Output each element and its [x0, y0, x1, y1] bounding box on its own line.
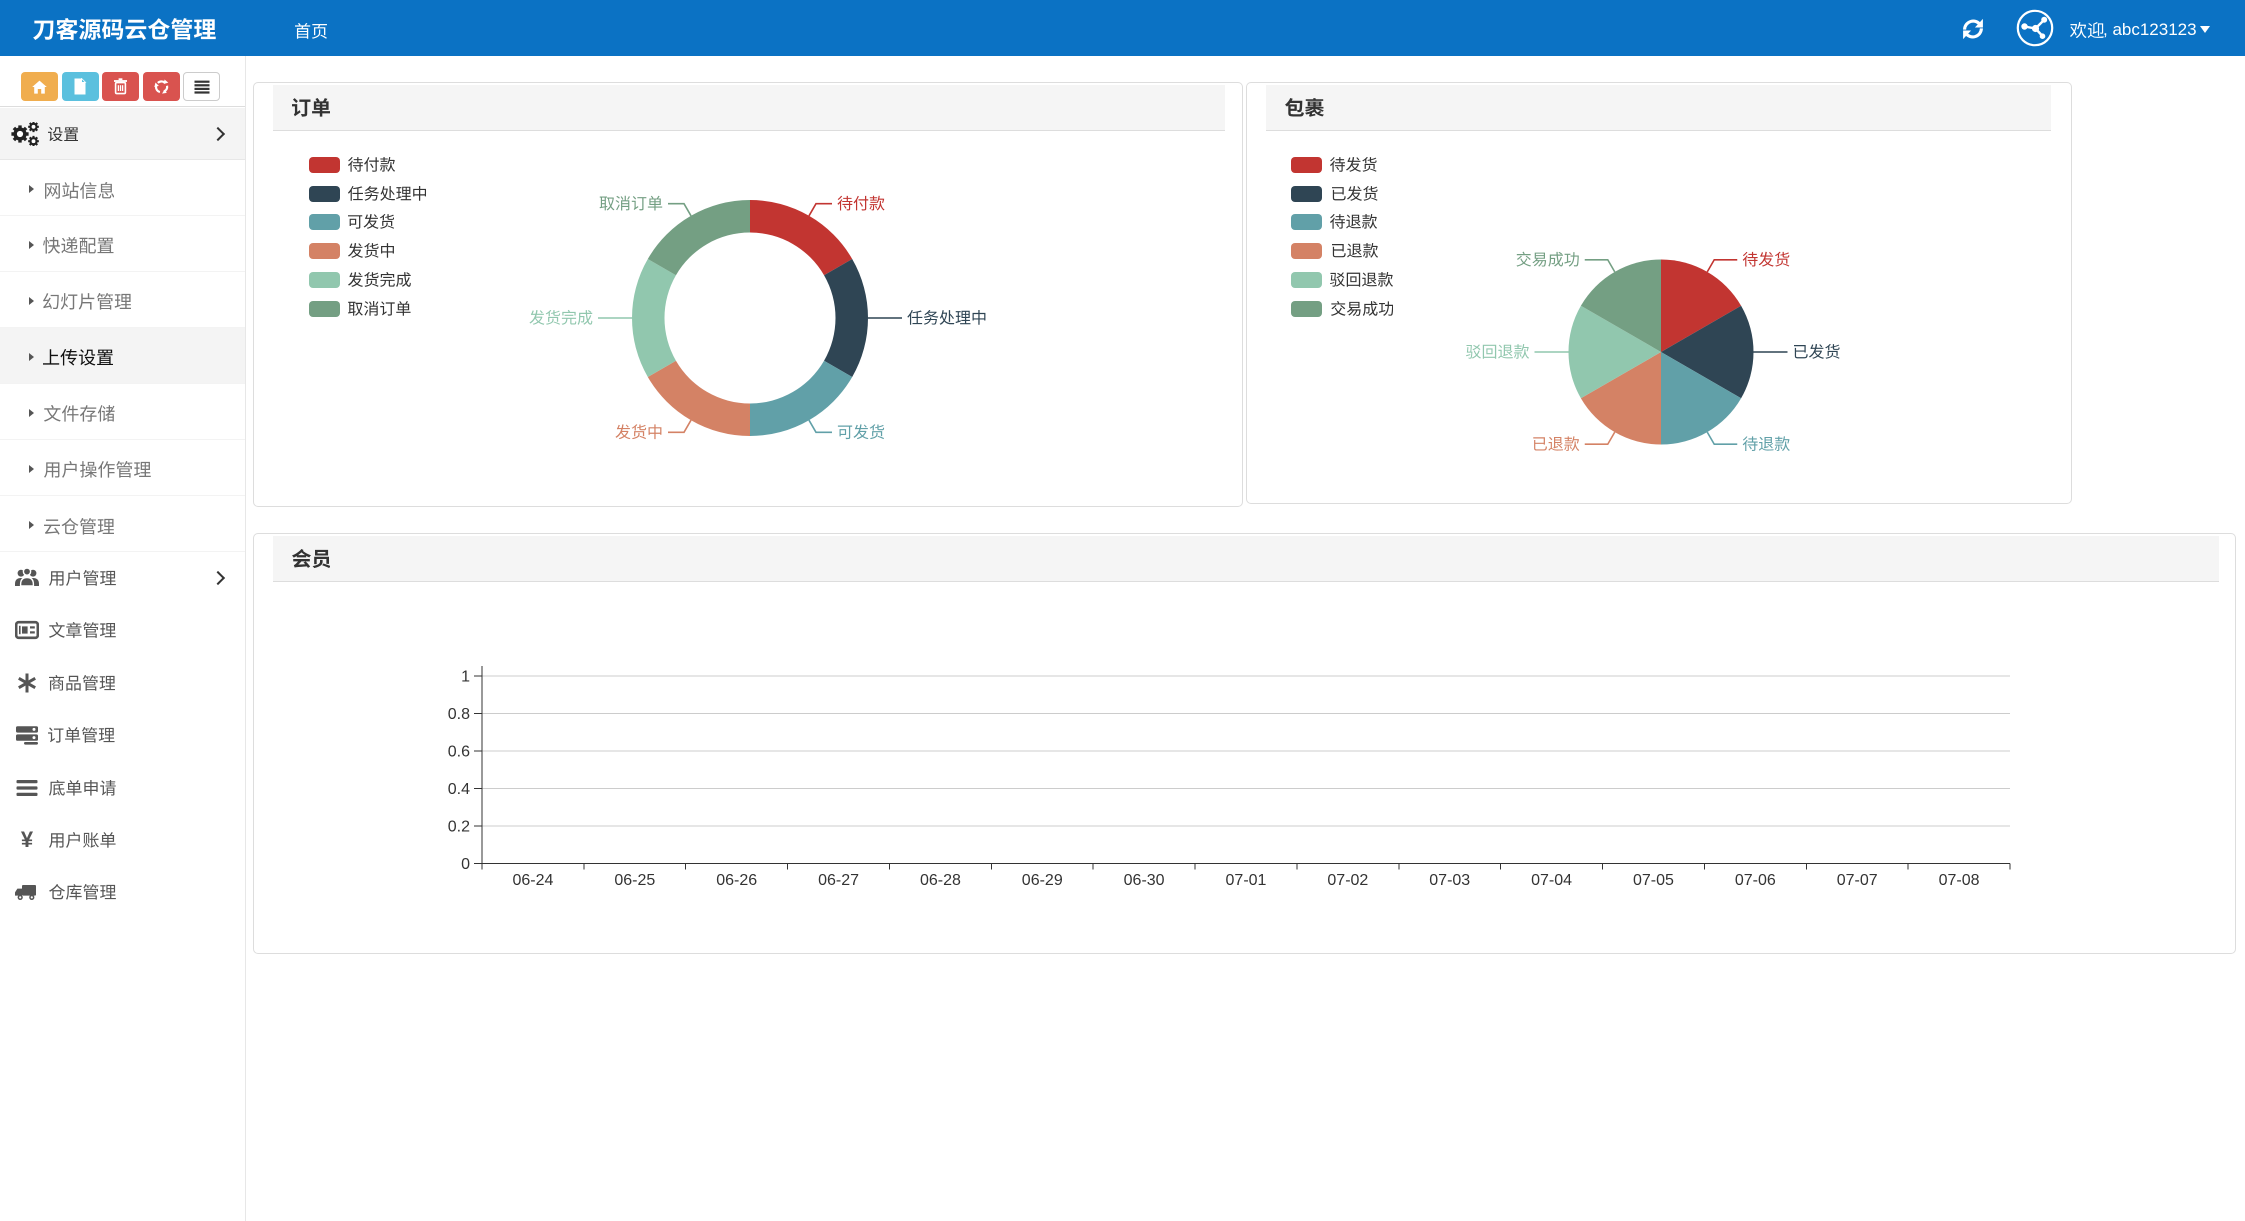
svg-text:07-02: 07-02 — [1327, 872, 1368, 889]
svg-text:06-24: 06-24 — [512, 872, 553, 889]
svg-text:0.6: 0.6 — [448, 743, 470, 760]
svg-text:07-07: 07-07 — [1837, 872, 1878, 889]
svg-text:07-06: 07-06 — [1735, 872, 1776, 889]
svg-text:06-25: 06-25 — [614, 872, 655, 889]
svg-text:07-01: 07-01 — [1226, 872, 1267, 889]
svg-text:07-08: 07-08 — [1939, 872, 1980, 889]
svg-text:06-30: 06-30 — [1124, 872, 1165, 889]
svg-text:07-05: 07-05 — [1633, 872, 1674, 889]
svg-text:0.8: 0.8 — [448, 706, 470, 723]
svg-text:06-26: 06-26 — [716, 872, 757, 889]
svg-text:0.2: 0.2 — [448, 818, 470, 835]
svg-text:06-27: 06-27 — [818, 872, 859, 889]
svg-text:07-03: 07-03 — [1429, 872, 1470, 889]
svg-text:07-04: 07-04 — [1531, 872, 1572, 889]
svg-text:0.4: 0.4 — [448, 781, 470, 798]
svg-text:0: 0 — [461, 856, 470, 873]
svg-text:1: 1 — [461, 668, 470, 685]
svg-text:06-28: 06-28 — [920, 872, 961, 889]
svg-text:06-29: 06-29 — [1022, 872, 1063, 889]
